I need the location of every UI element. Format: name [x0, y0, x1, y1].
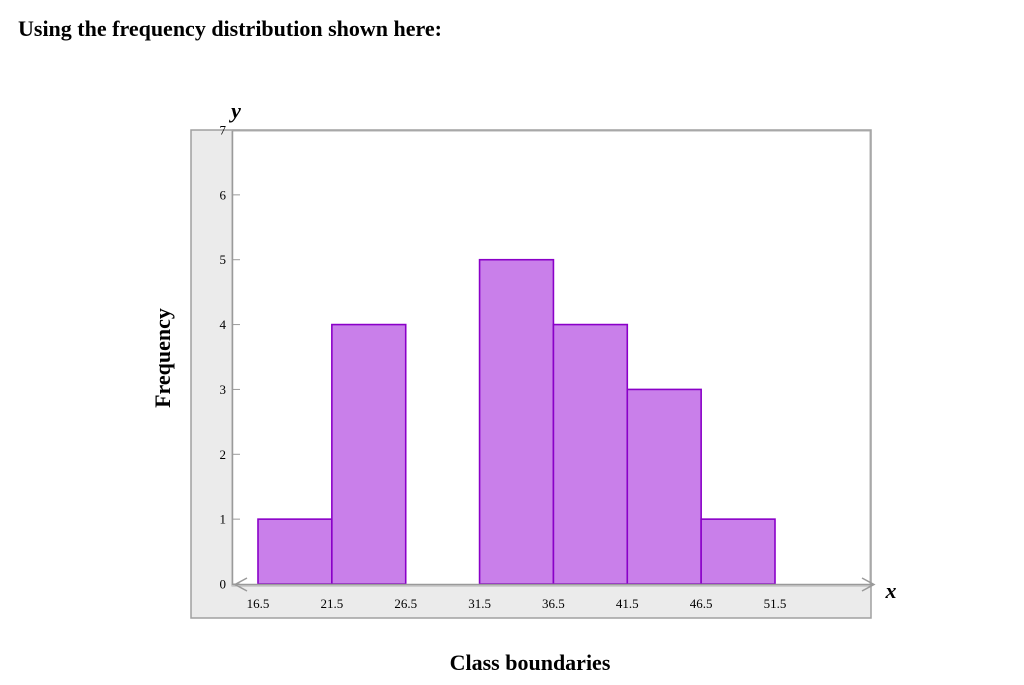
histogram-bar-1 — [257, 518, 333, 585]
y-tick-label: 1 — [220, 512, 227, 527]
histogram-bar-2 — [331, 323, 407, 585]
y-tick-label: 3 — [220, 382, 227, 397]
x-tick-label: 21.5 — [320, 596, 343, 611]
x-tick-label: 51.5 — [764, 596, 787, 611]
y-tick-label: 2 — [220, 447, 227, 462]
histogram-bar-7 — [700, 518, 776, 585]
bars-layer — [257, 258, 776, 585]
y-axis-title: Frequency — [150, 308, 175, 408]
question-prompt: Using the frequency distribution shown h… — [18, 16, 442, 41]
y-tick-label: 0 — [220, 577, 227, 592]
y-tick-label: 7 — [220, 123, 227, 138]
x-axis-arrow-right — [861, 577, 876, 592]
x-tick-label: 41.5 — [616, 596, 639, 611]
histogram-bar-5 — [552, 323, 629, 585]
x-tick-label: 16.5 — [247, 596, 270, 611]
x-tick-label: 31.5 — [468, 596, 491, 611]
y-tick-label: 5 — [220, 252, 227, 267]
y-tick-label: 4 — [220, 317, 227, 332]
x-axis-symbol: x — [885, 578, 897, 603]
x-tick-label: 46.5 — [690, 596, 713, 611]
x-tick-label: 26.5 — [394, 596, 417, 611]
y-axis-symbol: y — [228, 98, 241, 123]
x-tick-label: 36.5 — [542, 596, 565, 611]
x-ticks-layer: 16.5 21.5 26.5 31.5 36.5 41.5 46.5 51.5 — [247, 596, 787, 611]
y-tick-label: 6 — [220, 187, 227, 202]
histogram-bar-4 — [478, 258, 555, 585]
x-axis-title: Class boundaries — [450, 650, 611, 675]
histogram-bar-6 — [626, 388, 702, 585]
x-axis-arrow-left — [233, 577, 248, 592]
